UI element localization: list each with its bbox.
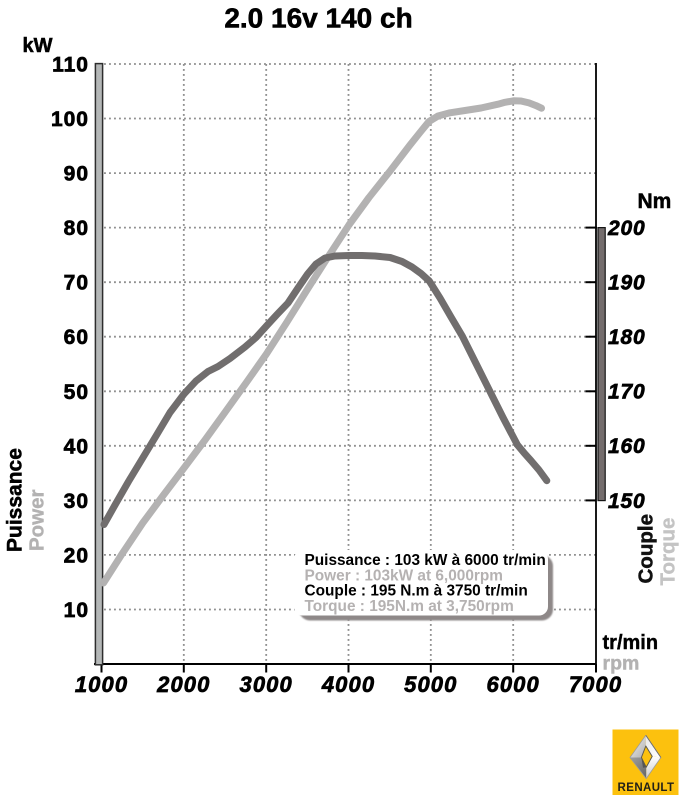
svg-text:6000: 6000 (487, 672, 540, 697)
svg-text:Power: Power (26, 489, 49, 551)
svg-text:Couple : 195 N.m à 3750 tr/min: Couple : 195 N.m à 3750 tr/min (305, 583, 528, 600)
svg-text:80: 80 (64, 217, 89, 240)
svg-text:RENAULT: RENAULT (618, 782, 675, 794)
svg-text:Couple: Couple (635, 514, 658, 583)
svg-text:2.0 16v 140 ch: 2.0 16v 140 ch (224, 3, 412, 34)
svg-text:Nm: Nm (638, 190, 672, 213)
svg-text:150: 150 (608, 490, 645, 513)
svg-text:rpm: rpm (603, 653, 640, 675)
svg-text:170: 170 (608, 381, 645, 404)
svg-text:20: 20 (64, 544, 89, 567)
svg-text:180: 180 (608, 326, 645, 349)
svg-text:Power : 103kW at 6,000rpm: Power : 103kW at 6,000rpm (305, 567, 503, 584)
svg-text:Puissance : 103 kW à 6000 tr/m: Puissance : 103 kW à 6000 tr/min (305, 552, 546, 569)
svg-text:1000: 1000 (75, 672, 128, 697)
svg-text:2000: 2000 (156, 672, 210, 697)
svg-text:110: 110 (52, 54, 89, 77)
svg-text:60: 60 (64, 326, 89, 349)
svg-text:70: 70 (64, 272, 89, 295)
svg-text:50: 50 (64, 381, 89, 404)
svg-text:90: 90 (64, 163, 89, 186)
svg-text:200: 200 (607, 217, 645, 240)
svg-text:40: 40 (64, 435, 89, 458)
svg-text:kW: kW (23, 35, 53, 57)
svg-text:30: 30 (64, 490, 89, 513)
svg-text:5000: 5000 (404, 672, 457, 697)
svg-text:Torque: Torque (657, 518, 680, 586)
svg-text:10: 10 (64, 599, 89, 622)
svg-text:7000: 7000 (569, 672, 622, 697)
svg-text:3000: 3000 (240, 672, 293, 697)
svg-text:4000: 4000 (321, 672, 375, 697)
svg-text:160: 160 (608, 435, 645, 458)
svg-text:100: 100 (51, 108, 89, 131)
svg-text:Torque : 195N.m at 3,750rpm: Torque : 195N.m at 3,750rpm (305, 598, 514, 615)
svg-text:190: 190 (608, 272, 645, 295)
svg-text:tr/min: tr/min (603, 632, 659, 654)
svg-text:Puissance: Puissance (4, 448, 27, 552)
